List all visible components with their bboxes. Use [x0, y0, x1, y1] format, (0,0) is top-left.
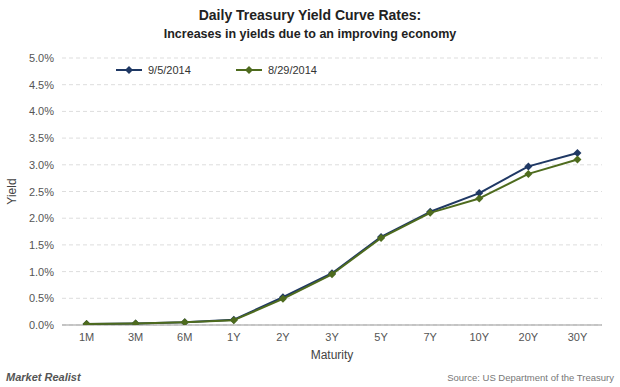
x-tick-label: 20Y [519, 331, 539, 343]
grid-line [62, 111, 602, 112]
point [132, 319, 140, 325]
x-tick-label: 7Y [423, 331, 437, 343]
legend-marker [245, 66, 253, 74]
legend: 9/5/2014 8/29/2014 [116, 64, 317, 76]
point [573, 155, 581, 163]
x-tick-label: 3Y [325, 331, 339, 343]
grid-line [62, 84, 602, 85]
legend-label: 8/29/2014 [268, 64, 317, 76]
x-tick-label: 3M [128, 331, 143, 343]
grid-line [62, 58, 602, 59]
x-tick-label: 2Y [276, 331, 290, 343]
grid-line [62, 298, 602, 299]
y-tick-label: 4.5% [29, 79, 54, 91]
subtitle: Increases in yields due to an improving … [164, 27, 456, 41]
x-tick-label: 10Y [469, 331, 489, 343]
y-tick-label: 3.0% [29, 159, 54, 171]
point [83, 320, 91, 325]
point [426, 209, 434, 217]
x-tick-label: 1Y [227, 331, 241, 343]
legend-label: 9/5/2014 [148, 64, 191, 76]
plot-area [83, 149, 582, 325]
point [181, 318, 189, 325]
point [279, 295, 287, 303]
y-tick-label: 1.0% [29, 266, 54, 278]
source: Source: US Department of the Treasury [447, 372, 614, 383]
grid-line [62, 164, 602, 165]
y-tick-label: 5.0% [29, 52, 54, 64]
x-tick-label: 6M [177, 331, 192, 343]
grid-line [62, 138, 602, 139]
point [524, 170, 532, 178]
y-tick-label: 1.5% [29, 239, 54, 251]
point [230, 316, 238, 324]
grid-line [62, 218, 602, 219]
point [230, 316, 238, 324]
y-tick-label: 4.0% [29, 105, 54, 117]
point [524, 162, 532, 170]
point [328, 270, 336, 278]
grid-line [62, 325, 602, 326]
y-tick-label: 0.5% [29, 292, 54, 304]
y-tick-label: 3.5% [29, 132, 54, 144]
point [475, 194, 483, 202]
x-axis-label: Maturity [311, 348, 354, 362]
y-tick-label: 2.5% [29, 186, 54, 198]
point [132, 319, 140, 325]
y-tick-label: 0.0% [29, 319, 54, 331]
x-tick-label: 1M [79, 331, 94, 343]
y-axis-label: Yield [5, 178, 19, 204]
series-line [87, 159, 578, 323]
legend-marker [125, 66, 133, 74]
point [181, 318, 189, 325]
point [377, 234, 385, 242]
point [83, 320, 91, 325]
chart: Daily Treasury Yield Curve Rates: Increas… [0, 0, 620, 387]
x-axis-line [62, 325, 602, 326]
grid [62, 58, 602, 325]
series-line [87, 153, 578, 324]
watermark: Market Realist [6, 371, 82, 383]
title: Daily Treasury Yield Curve Rates: [199, 7, 422, 23]
y-tick-label: 2.0% [29, 212, 54, 224]
x-tick-label: 30Y [568, 331, 588, 343]
grid-line [62, 244, 602, 245]
x-tick-label: 5Y [374, 331, 388, 343]
grid-line [62, 191, 602, 192]
